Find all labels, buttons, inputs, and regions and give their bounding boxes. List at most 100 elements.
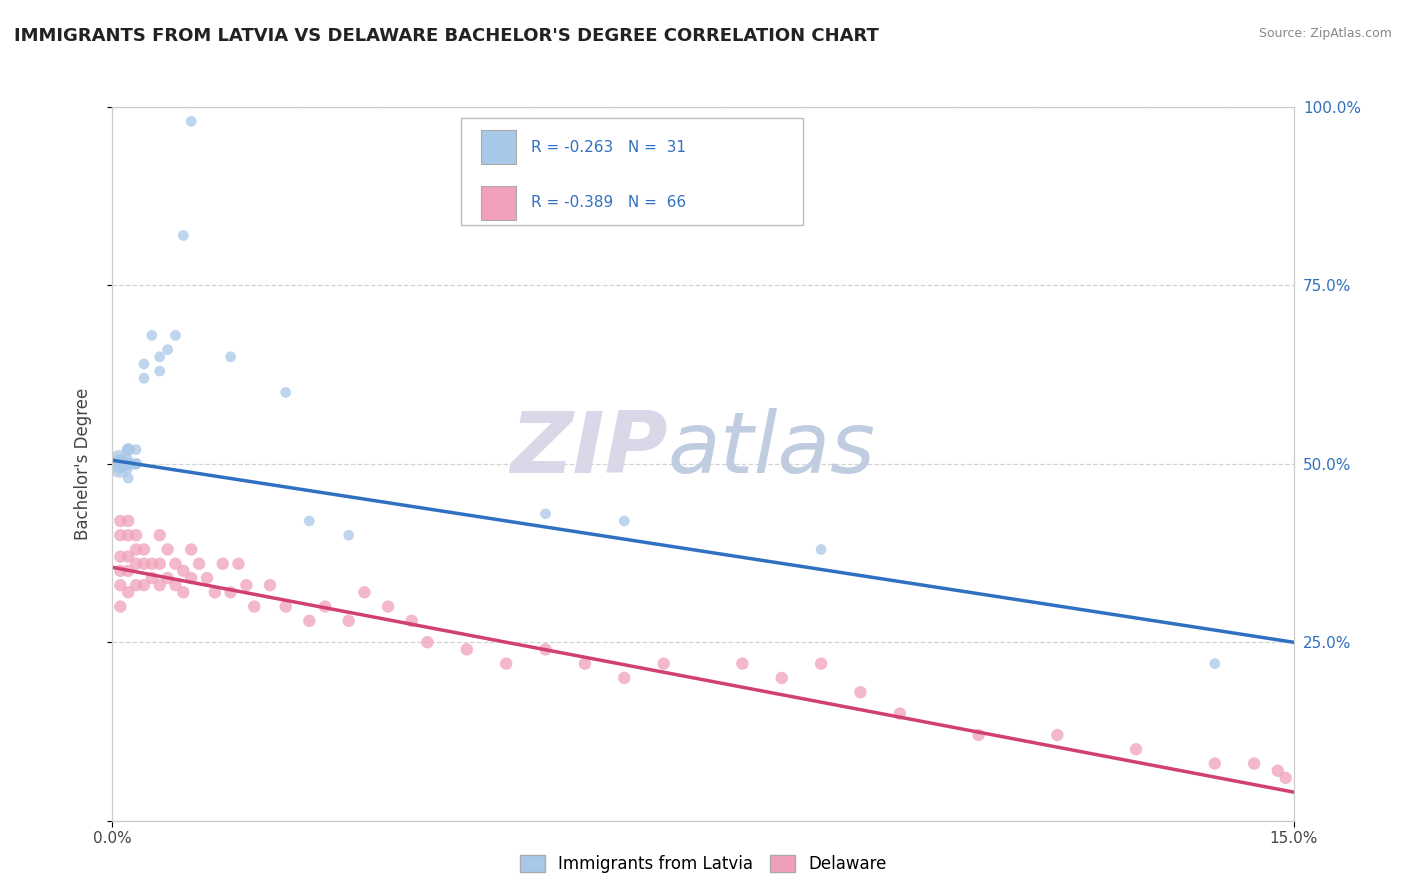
Point	[731, 657, 754, 671]
Point	[117, 585, 139, 599]
Point	[613, 671, 636, 685]
Point	[117, 528, 139, 542]
Point	[149, 364, 172, 378]
Point	[574, 657, 596, 671]
Point	[172, 585, 194, 599]
Point	[1243, 756, 1265, 771]
Point	[110, 457, 132, 471]
Point	[156, 571, 179, 585]
Text: atlas: atlas	[668, 408, 876, 491]
Point	[172, 564, 194, 578]
Point	[110, 457, 132, 471]
Point	[495, 657, 517, 671]
Point	[141, 328, 163, 343]
FancyBboxPatch shape	[461, 118, 803, 225]
Point	[149, 528, 172, 542]
Point	[172, 228, 194, 243]
Bar	[481, 186, 516, 219]
Point	[125, 528, 148, 542]
Point	[810, 657, 832, 671]
Point	[117, 514, 139, 528]
Point	[165, 578, 187, 592]
Point	[125, 557, 148, 571]
Point	[132, 578, 155, 592]
Point	[165, 557, 187, 571]
Point	[810, 542, 832, 557]
Point	[1274, 771, 1296, 785]
Point	[117, 471, 139, 485]
Point	[259, 578, 281, 592]
Point	[353, 585, 375, 599]
Point	[967, 728, 990, 742]
Point	[274, 599, 297, 614]
Point	[117, 564, 139, 578]
Point	[125, 457, 148, 471]
Point	[1204, 657, 1226, 671]
Point	[132, 357, 155, 371]
Point	[180, 114, 202, 128]
Y-axis label: Bachelor's Degree: Bachelor's Degree	[73, 388, 91, 540]
Point	[110, 514, 132, 528]
Point	[117, 457, 139, 471]
Point	[314, 599, 336, 614]
Point	[188, 557, 211, 571]
Legend: Immigrants from Latvia, Delaware: Immigrants from Latvia, Delaware	[520, 855, 886, 873]
Point	[132, 542, 155, 557]
Point	[117, 457, 139, 471]
Text: Source: ZipAtlas.com: Source: ZipAtlas.com	[1258, 27, 1392, 40]
Point	[534, 642, 557, 657]
Bar	[481, 130, 516, 164]
Point	[456, 642, 478, 657]
Point	[110, 457, 132, 471]
Text: IMMIGRANTS FROM LATVIA VS DELAWARE BACHELOR'S DEGREE CORRELATION CHART: IMMIGRANTS FROM LATVIA VS DELAWARE BACHE…	[14, 27, 879, 45]
Text: R = -0.263   N =  31: R = -0.263 N = 31	[530, 139, 686, 154]
Point	[652, 657, 675, 671]
Point	[180, 571, 202, 585]
Point	[110, 549, 132, 564]
Point	[141, 557, 163, 571]
Point	[149, 578, 172, 592]
Point	[110, 564, 132, 578]
Point	[132, 557, 155, 571]
Point	[156, 542, 179, 557]
Point	[125, 542, 148, 557]
Point	[274, 385, 297, 400]
Point	[117, 549, 139, 564]
Point	[156, 343, 179, 357]
Point	[219, 585, 242, 599]
Point	[1046, 728, 1069, 742]
Point	[219, 350, 242, 364]
Text: ZIP: ZIP	[510, 408, 668, 491]
Point	[889, 706, 911, 721]
Point	[149, 557, 172, 571]
Point	[149, 350, 172, 364]
Point	[377, 599, 399, 614]
Point	[110, 528, 132, 542]
Point	[770, 671, 793, 685]
Point	[1204, 756, 1226, 771]
Point	[125, 578, 148, 592]
Point	[1125, 742, 1147, 756]
Point	[1267, 764, 1289, 778]
Point	[337, 614, 360, 628]
Point	[401, 614, 423, 628]
Point	[110, 457, 132, 471]
Point	[243, 599, 266, 614]
Point	[110, 578, 132, 592]
Point	[337, 528, 360, 542]
Point	[110, 599, 132, 614]
Point	[228, 557, 250, 571]
Point	[125, 457, 148, 471]
Point	[180, 542, 202, 557]
Point	[132, 371, 155, 385]
Point	[110, 457, 132, 471]
Point	[849, 685, 872, 699]
Point	[211, 557, 233, 571]
Point	[534, 507, 557, 521]
Point	[110, 457, 132, 471]
Point	[416, 635, 439, 649]
Point	[613, 514, 636, 528]
Point	[117, 442, 139, 457]
Point	[141, 571, 163, 585]
Point	[204, 585, 226, 599]
